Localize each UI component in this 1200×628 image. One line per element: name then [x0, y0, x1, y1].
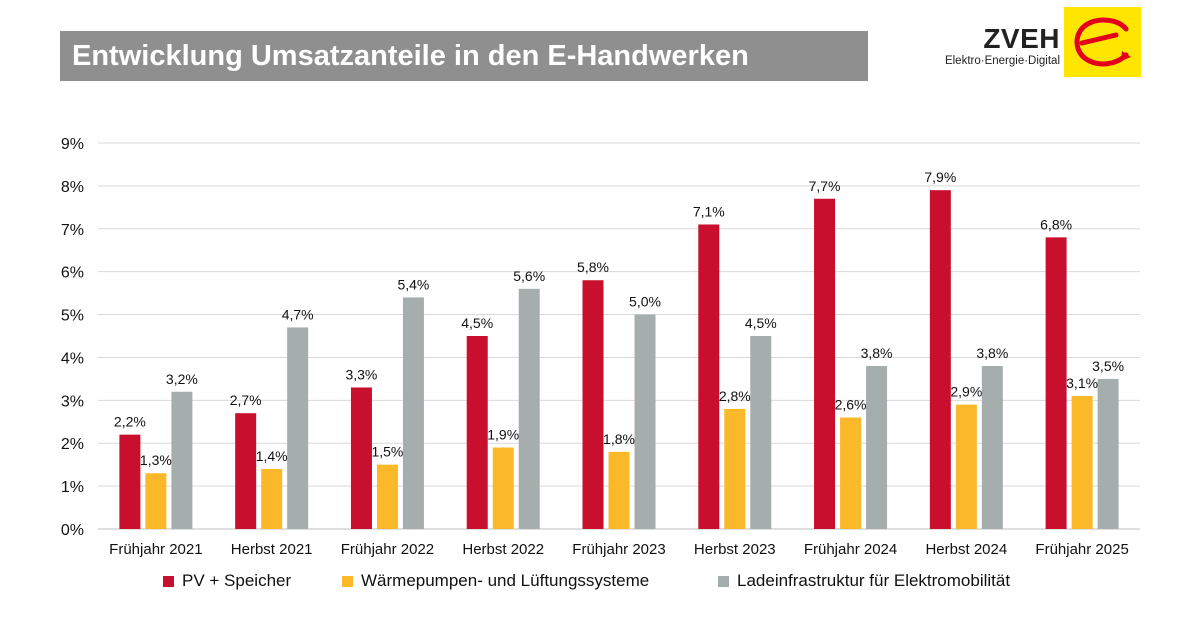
- bar-series-1: [698, 224, 720, 529]
- y-tick-label: 9%: [61, 136, 84, 153]
- x-tick-label: Herbst 2023: [694, 541, 776, 558]
- y-tick-label: 1%: [61, 479, 84, 496]
- data-label: 4,7%: [282, 306, 314, 322]
- data-label: 3,3%: [345, 366, 377, 382]
- data-label: 2,7%: [230, 392, 262, 408]
- x-tick-label: Herbst 2022: [462, 541, 544, 558]
- data-label: 7,7%: [809, 178, 841, 194]
- bar-series-3: [981, 366, 1003, 529]
- data-label: 2,2%: [114, 414, 146, 430]
- x-tick-label: Frühjahr 2022: [341, 541, 434, 558]
- data-label: 1,3%: [140, 452, 172, 468]
- bar-series-3: [750, 336, 772, 529]
- logo-name: ZVEH: [983, 23, 1060, 54]
- bar-series-1: [119, 434, 141, 529]
- bar-series-3: [287, 327, 309, 529]
- bar-series-1: [929, 190, 951, 529]
- legend-swatch: [342, 575, 353, 587]
- data-label: 4,5%: [745, 315, 777, 331]
- y-tick-label: 2%: [61, 436, 84, 453]
- title-banner: Entwicklung Umsatzanteile in den E-Handw…: [60, 31, 868, 81]
- bar-series-2: [145, 473, 167, 529]
- bar-series-3: [634, 314, 656, 529]
- bar-series-2: [1071, 396, 1093, 529]
- bar-series-2: [376, 464, 398, 529]
- data-label: 2,8%: [719, 388, 751, 404]
- legend-label: Wärmepumpen- und Lüftungssysteme: [361, 571, 650, 590]
- x-tick-label: Herbst 2021: [231, 541, 313, 558]
- data-label: 2,6%: [835, 396, 867, 412]
- x-tick-label: Herbst 2024: [925, 541, 1007, 558]
- data-label: 4,5%: [461, 315, 493, 331]
- x-tick-label: Frühjahr 2021: [109, 541, 202, 558]
- legend-item: Ladeinfrastruktur für Elektromobilität: [718, 571, 1010, 591]
- legend-label: PV + Speicher: [182, 571, 292, 590]
- page-title: Entwicklung Umsatzanteile in den E-Handw…: [72, 39, 749, 72]
- data-label: 1,9%: [487, 427, 519, 443]
- y-tick-label: 7%: [61, 222, 84, 239]
- x-tick-label: Frühjahr 2024: [804, 541, 897, 558]
- bar-series-1: [1045, 237, 1067, 529]
- data-label: 7,1%: [693, 203, 725, 219]
- bar-series-3: [866, 366, 888, 529]
- bar-series-1: [814, 198, 836, 529]
- logo-wordmark: ZVEH Elektro·Energie·Digital: [930, 24, 1060, 68]
- data-label: 2,9%: [950, 384, 982, 400]
- data-label: 3,8%: [861, 345, 893, 361]
- bar-series-2: [840, 417, 862, 529]
- y-tick-label: 5%: [61, 308, 84, 325]
- y-tick-label: 6%: [61, 265, 84, 282]
- bar-series-2: [955, 404, 977, 529]
- data-label: 5,8%: [577, 259, 609, 275]
- data-label: 3,1%: [1066, 375, 1098, 391]
- legend-swatch: [163, 575, 174, 587]
- data-label: 3,8%: [976, 345, 1008, 361]
- data-label: 1,5%: [371, 444, 403, 460]
- bar-series-3: [171, 391, 193, 529]
- data-label: 3,5%: [1092, 358, 1124, 374]
- legend-item: PV + Speicher: [163, 571, 291, 591]
- logo-tagline: Elektro·Energie·Digital: [944, 55, 1060, 67]
- bar-series-1: [582, 280, 604, 529]
- bar-chart: 0% 1% 2% 3% 4% 5% 6% 7% 8% 9% 2,2% 1,3% 3,2% Frühjahr…: [61, 136, 1140, 558]
- bar-series-3: [518, 288, 540, 529]
- x-tick-label: Frühjahr 2025: [1035, 541, 1128, 558]
- e-swoosh-logo-icon: [1064, 7, 1141, 77]
- y-tick-label: 3%: [61, 393, 84, 410]
- legend-item: Wärmepumpen- und Lüftungssysteme: [342, 571, 649, 591]
- bar-series-3: [402, 297, 424, 529]
- data-label: 6,8%: [1040, 216, 1072, 232]
- bar-series-1: [235, 413, 257, 529]
- bar-series-3: [1097, 378, 1119, 529]
- bar-series-2: [608, 451, 630, 529]
- data-label: 5,0%: [629, 294, 661, 310]
- data-label: 5,4%: [397, 276, 429, 292]
- x-tick-label: Frühjahr 2023: [572, 541, 665, 558]
- bar-series-2: [261, 468, 283, 529]
- bar-series-1: [466, 336, 488, 529]
- y-tick-label: 4%: [61, 350, 84, 367]
- data-label: 1,8%: [603, 431, 635, 447]
- data-label: 7,9%: [924, 169, 956, 185]
- y-tick-label: 8%: [61, 179, 84, 196]
- legend-swatch: [718, 575, 729, 587]
- legend-label: Ladeinfrastruktur für Elektromobilität: [737, 571, 1011, 590]
- bar-series-1: [350, 387, 372, 529]
- data-label: 1,4%: [256, 448, 288, 464]
- data-label: 5,6%: [513, 268, 545, 284]
- bar-series-2: [492, 447, 514, 529]
- bar-series-2: [724, 408, 746, 529]
- y-tick-label: 0%: [61, 522, 84, 539]
- data-label: 3,2%: [166, 371, 198, 387]
